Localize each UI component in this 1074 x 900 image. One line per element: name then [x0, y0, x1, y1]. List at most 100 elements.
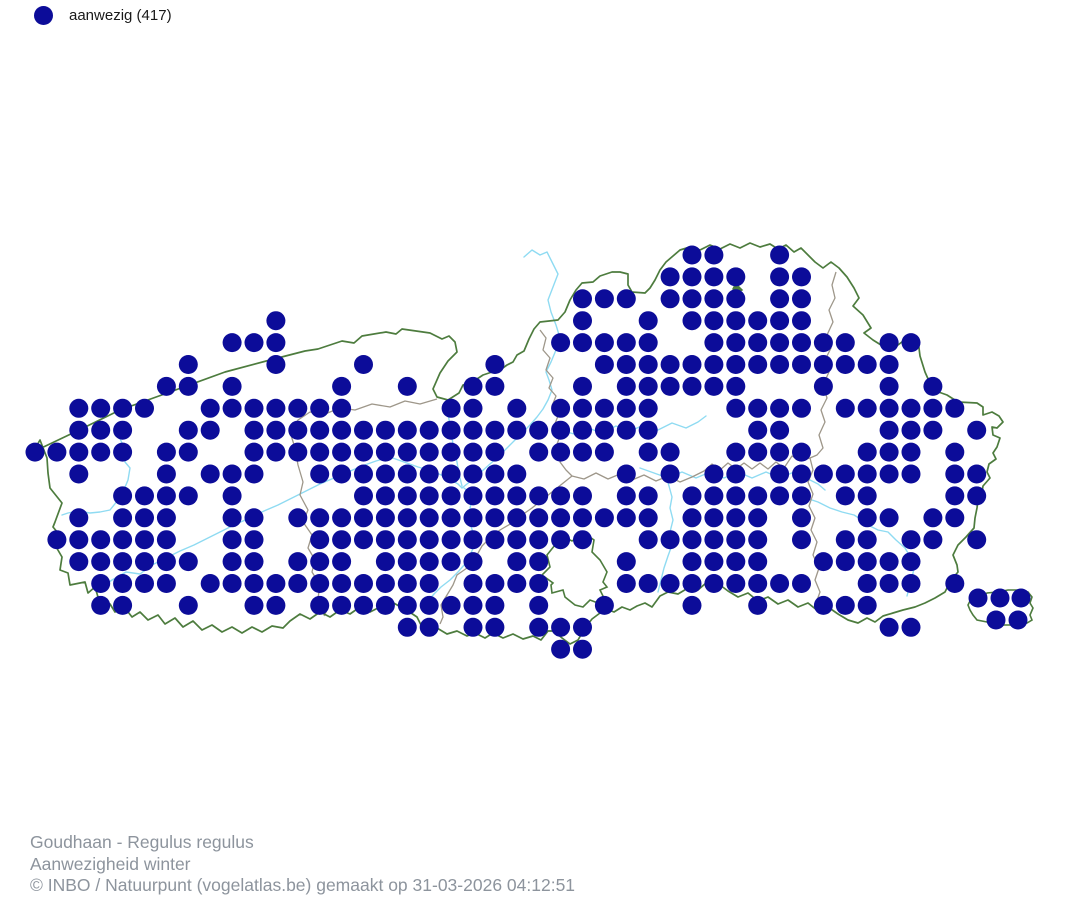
presence-dot [529, 574, 549, 593]
presence-dot [616, 376, 636, 396]
presence-dot [507, 552, 527, 572]
presence-dot [638, 486, 658, 506]
presence-dot [113, 530, 133, 550]
presence-dot [419, 617, 439, 637]
presence-dot [748, 508, 768, 528]
presence-dot [222, 508, 242, 528]
brussels-enclave-outline [540, 534, 609, 608]
presence-dot [266, 333, 286, 353]
presence-dot [244, 398, 264, 418]
presence-dot [594, 508, 614, 528]
presence-dot [529, 508, 549, 528]
presence-dot [69, 530, 89, 550]
presence-dot [726, 311, 746, 331]
legend-presence-dot-icon [34, 5, 53, 25]
presence-dot [857, 530, 877, 550]
presence-dot [594, 595, 614, 615]
presence-dot [770, 420, 790, 440]
presence-dot [967, 464, 987, 484]
presence-dot [354, 442, 373, 462]
presence-dot [682, 267, 702, 287]
presence-dot [682, 311, 702, 331]
presence-dot [91, 398, 111, 418]
presence-dot [835, 552, 855, 572]
presence-dot [485, 442, 505, 462]
presence-dot [726, 398, 746, 418]
presence-dot [770, 333, 790, 353]
presence-dot [485, 595, 505, 615]
presence-dot [726, 574, 746, 593]
presence-dot [792, 442, 811, 462]
presence-dot [113, 486, 133, 506]
presence-dot [551, 442, 571, 462]
presence-dot [770, 398, 790, 418]
presence-dot [792, 574, 811, 593]
presence-dot [419, 574, 439, 593]
presence-dot [91, 420, 111, 440]
presence-dot [266, 442, 286, 462]
legend: aanwezig (417) [30, 2, 172, 28]
presence-dot [419, 442, 439, 462]
presence-dot [507, 398, 527, 418]
presence-dot [397, 552, 417, 572]
presence-dot [1008, 610, 1028, 630]
presence-dot [792, 289, 811, 309]
presence-dot [638, 355, 658, 374]
presence-dot [397, 442, 417, 462]
presence-dot [69, 398, 89, 418]
presence-dot [463, 530, 483, 550]
presence-dot [222, 376, 242, 396]
presence-dot [792, 311, 811, 331]
presence-dot [310, 442, 330, 462]
presence-dot [770, 245, 790, 265]
presence-dot [529, 617, 549, 637]
presence-dot [419, 595, 439, 615]
presence-dot [726, 508, 746, 528]
presence-dot [354, 355, 373, 374]
presence-dot [770, 289, 790, 309]
presence-dot [616, 289, 636, 309]
presence-dot [47, 530, 67, 550]
presence-dot [288, 574, 308, 593]
presence-dot [638, 508, 658, 528]
presence-dot [726, 530, 746, 550]
presence-dot [551, 639, 571, 659]
presence-dot [901, 530, 921, 550]
presence-dot [310, 595, 330, 615]
presence-dot [375, 508, 395, 528]
presence-dot [419, 420, 439, 440]
presence-dot [156, 486, 176, 506]
presence-dot [551, 530, 571, 550]
presence-dot [726, 376, 746, 396]
presence-dot [923, 508, 943, 528]
presence-dot [1011, 588, 1031, 608]
presence-dot [704, 508, 724, 528]
presence-dot [726, 486, 746, 506]
presence-dot [879, 376, 899, 396]
presence-dot [375, 442, 395, 462]
presence-dot [244, 420, 264, 440]
presence-dot [573, 486, 592, 506]
presence-dot [397, 376, 417, 396]
presence-dot [748, 355, 768, 374]
presence-dot [748, 530, 768, 550]
presence-dot [113, 420, 133, 440]
presence-dot [354, 464, 373, 484]
presence-dot [813, 552, 833, 572]
presence-dot [551, 508, 571, 528]
presence-dot [332, 398, 352, 418]
presence-dot [748, 552, 768, 572]
presence-dot [792, 486, 811, 506]
presence-dot [835, 595, 855, 615]
presence-dot [638, 398, 658, 418]
presence-dot [682, 508, 702, 528]
presence-dot [222, 464, 242, 484]
presence-dot [310, 552, 330, 572]
presence-dot [704, 486, 724, 506]
presence-dot [156, 508, 176, 528]
presence-dot [857, 355, 877, 374]
presence-dot [770, 574, 790, 593]
presence-dot [704, 333, 724, 353]
presence-dot [113, 595, 133, 615]
